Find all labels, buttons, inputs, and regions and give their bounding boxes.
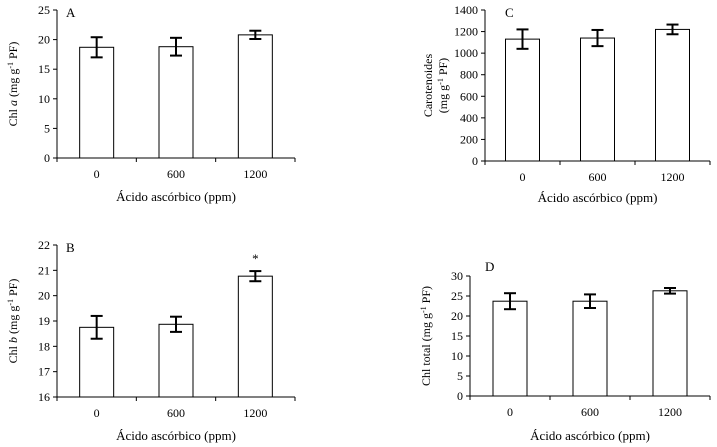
- y-tick-label: 10: [451, 349, 463, 363]
- x-tick-label: 1200: [243, 167, 267, 181]
- y-tick-label: 0: [44, 151, 50, 165]
- bar: [158, 46, 194, 159]
- x-tick-label: 600: [581, 405, 599, 419]
- panel-d: 0 5 10 15 20 25 30 0 600 1200 Ácido ascórbico (ppm…: [419, 259, 711, 443]
- y-tick-label: 20: [38, 33, 50, 47]
- y-axis-label: Chl b (mg g-1 PF): [6, 279, 21, 364]
- y-tick-label: 600: [460, 89, 478, 103]
- y-axis-label-part: -1: [6, 299, 15, 306]
- y-axis-label-part: Chl: [6, 343, 20, 363]
- x-tick-label: 1200: [243, 406, 267, 420]
- x-axis-label: Ácido ascórbico (ppm): [116, 428, 236, 443]
- y-tick-label: 0: [472, 154, 478, 168]
- y-axis-label-part: b: [6, 337, 20, 343]
- bar: [505, 38, 540, 162]
- panel-letter: D: [485, 259, 494, 274]
- y-tick-label: 30: [451, 269, 463, 283]
- y-axis-label-part: (mg g: [436, 85, 450, 113]
- bar: [655, 28, 690, 162]
- y-tick-label: 10: [38, 92, 50, 106]
- x-axis-label: Ácido ascórbico (ppm): [538, 190, 658, 205]
- bar: [237, 275, 273, 398]
- x-tick-label: 600: [167, 167, 185, 181]
- x-axis-label: Ácido ascórbico (ppm): [116, 189, 236, 204]
- y-axis-label-line2: (mg g-1 PF): [436, 58, 451, 113]
- y-axis-label-part: PF): [436, 58, 450, 78]
- x-axis-label: Ácido ascórbico (ppm): [530, 428, 650, 443]
- y-tick-label: 20: [38, 289, 50, 303]
- y-tick-label: 20: [451, 309, 463, 323]
- y-axis-label-part: Chl: [6, 106, 20, 126]
- x-tick-label: 600: [589, 170, 607, 184]
- bar: [492, 300, 528, 397]
- y-axis-label: Chl total (mg g-1 PF): [419, 286, 434, 386]
- y-axis-label-part: Chl total (mg g: [419, 313, 433, 386]
- y-tick-label: 15: [451, 329, 463, 343]
- y-tick-label: 25: [38, 3, 50, 17]
- y-axis-label-part: a: [6, 100, 20, 106]
- y-tick-label: 5: [457, 369, 463, 383]
- y-tick-label: 800: [460, 68, 478, 82]
- bar: [79, 46, 115, 159]
- bar: [572, 300, 608, 397]
- y-tick-label: 200: [460, 132, 478, 146]
- bar: [652, 290, 688, 397]
- bar: [580, 37, 615, 162]
- x-tick-label: 600: [167, 406, 185, 420]
- y-tick-label: 25: [451, 289, 463, 303]
- y-tick-label: 1000: [454, 46, 478, 60]
- panel-b: 16 17 18 19 20 21 22 0 600 * 1200 Ácido ascórbico (…: [6, 238, 296, 443]
- y-tick-label: 15: [38, 62, 50, 76]
- panel-letter: A: [66, 5, 76, 20]
- bar: [158, 323, 194, 398]
- x-tick-label: 1200: [661, 170, 685, 184]
- y-tick-label: 400: [460, 111, 478, 125]
- significance-marker: *: [252, 251, 259, 266]
- y-axis-label-part: -1: [6, 62, 15, 69]
- y-axis-label-part: PF): [419, 286, 433, 306]
- y-tick-label: 22: [38, 238, 50, 252]
- y-tick-label: 21: [38, 263, 50, 277]
- x-tick-label: 1200: [658, 405, 682, 419]
- y-axis-label-part: (mg g: [6, 306, 20, 337]
- bar: [237, 34, 273, 159]
- y-axis-label-part: -1: [419, 306, 428, 313]
- y-axis-label: Chl a (mg g-1 PF): [6, 42, 21, 127]
- panel-letter: B: [66, 240, 75, 255]
- y-tick-label: 5: [44, 121, 50, 135]
- panel-a: 0 5 10 15 20 25 0 600 1200 Ácido ascórbico (ppm) A…: [6, 3, 296, 204]
- y-tick-label: 19: [38, 314, 50, 328]
- y-axis-label-part: (mg g: [6, 69, 20, 100]
- y-tick-label: 1400: [454, 3, 478, 17]
- y-tick-label: 17: [38, 365, 50, 379]
- y-axis-label-line1: Carotenoides: [421, 54, 435, 118]
- x-tick-label: 0: [507, 405, 513, 419]
- y-axis-label-part: PF): [6, 42, 20, 62]
- y-axis-label-part: -1: [436, 78, 445, 85]
- y-tick-label: 18: [38, 339, 50, 353]
- y-axis-label-part: PF): [6, 279, 20, 299]
- y-tick-label: 0: [457, 389, 463, 403]
- x-tick-label: 0: [94, 167, 100, 181]
- y-tick-label: 16: [38, 390, 50, 404]
- y-tick-label: 1200: [454, 25, 478, 39]
- x-tick-label: 0: [520, 170, 526, 184]
- x-tick-label: 0: [94, 406, 100, 420]
- panel-letter: C: [505, 5, 514, 20]
